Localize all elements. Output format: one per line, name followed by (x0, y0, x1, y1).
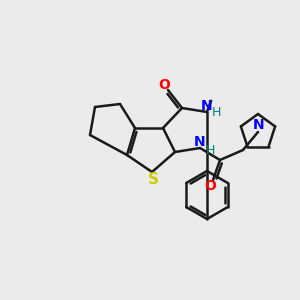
Text: O: O (158, 78, 170, 92)
Text: S: S (148, 172, 158, 187)
Text: H: H (205, 143, 215, 157)
Text: N: N (253, 118, 265, 132)
Text: N: N (201, 99, 213, 113)
Text: H: H (211, 106, 221, 119)
Text: N: N (194, 135, 206, 149)
Text: O: O (204, 179, 216, 193)
